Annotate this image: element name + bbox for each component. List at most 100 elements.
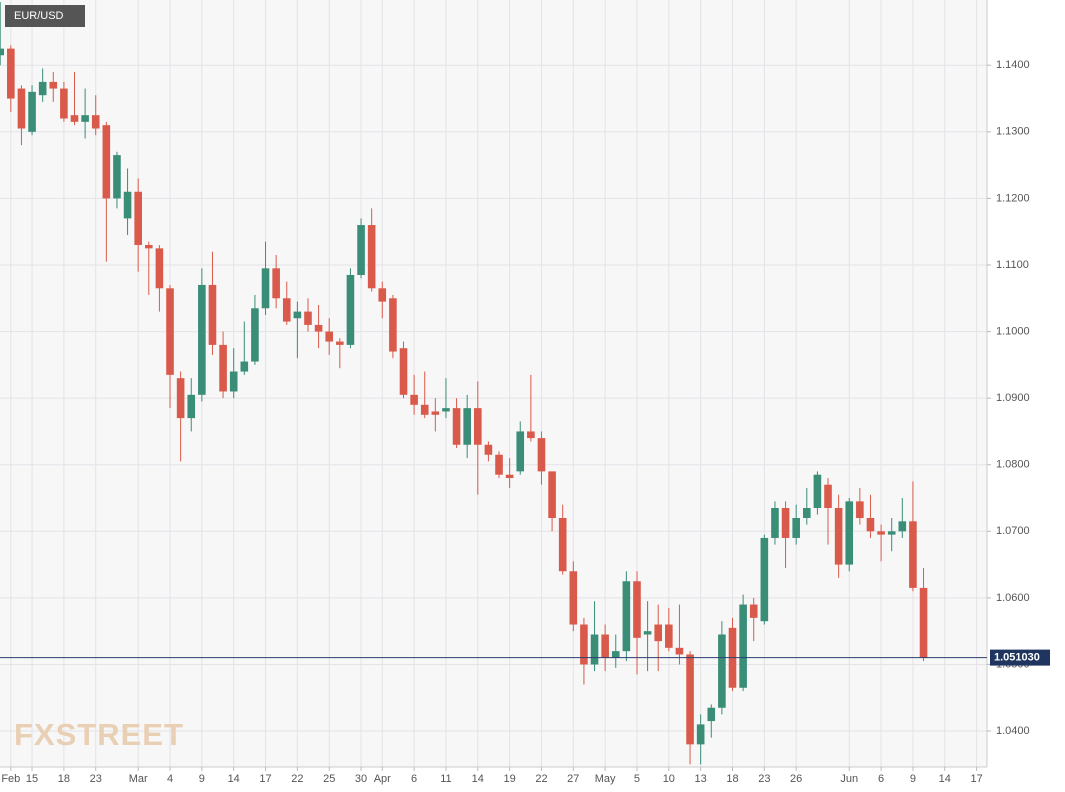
candle-body bbox=[707, 707, 716, 722]
candle-body bbox=[7, 48, 15, 99]
x-tick-label: 26 bbox=[790, 773, 802, 785]
candle-body bbox=[442, 408, 450, 412]
candle-body bbox=[91, 115, 100, 129]
candle-body bbox=[144, 245, 153, 249]
x-tick-label: 6 bbox=[878, 773, 884, 785]
candle-body bbox=[887, 531, 896, 535]
candle-body bbox=[633, 581, 641, 638]
candle-body bbox=[378, 288, 387, 302]
candle-body bbox=[198, 284, 206, 395]
candle-body bbox=[898, 521, 907, 532]
candle-body bbox=[251, 308, 259, 362]
x-tick-label: Mar bbox=[129, 773, 148, 785]
candle-body bbox=[70, 115, 79, 122]
x-tick-label: 11 bbox=[440, 773, 451, 785]
candle-body bbox=[420, 404, 429, 415]
candle-body bbox=[399, 348, 408, 395]
x-tick-label: May bbox=[595, 773, 616, 785]
candle-body bbox=[304, 311, 312, 325]
candle-body bbox=[389, 298, 397, 352]
candle-body bbox=[505, 474, 514, 479]
axes: 1.04001.05001.06001.07001.08001.09001.10… bbox=[1, 59, 1029, 785]
x-tick-label: 9 bbox=[199, 773, 205, 785]
x-tick-label: 4 bbox=[167, 773, 173, 785]
candle-body bbox=[187, 394, 196, 419]
candle-body bbox=[718, 634, 726, 708]
candle-body bbox=[516, 431, 525, 472]
x-tick-label: 6 bbox=[411, 773, 417, 785]
candle-body bbox=[813, 474, 822, 509]
candle-body bbox=[229, 371, 238, 392]
candle-body bbox=[261, 268, 270, 309]
y-tick-label: 1.0700 bbox=[996, 525, 1030, 537]
x-tick-label: 17 bbox=[259, 773, 271, 785]
candle-body bbox=[272, 268, 280, 299]
candle-body bbox=[484, 444, 493, 455]
candle-body bbox=[219, 344, 227, 392]
x-tick-label: 10 bbox=[663, 773, 675, 785]
symbol-box bbox=[5, 5, 85, 27]
candle-body bbox=[824, 484, 832, 509]
candle-body bbox=[845, 501, 854, 565]
x-tick-label: 30 bbox=[355, 773, 367, 785]
candle-body bbox=[113, 155, 121, 199]
x-tick-label: 22 bbox=[535, 773, 547, 785]
candle-body bbox=[643, 631, 652, 635]
candle-body bbox=[240, 361, 249, 372]
watermark: FXSTREET bbox=[14, 717, 184, 752]
x-tick-label: 15 bbox=[26, 773, 38, 785]
candle-body bbox=[495, 454, 503, 475]
candle-body bbox=[802, 508, 811, 518]
plot-background bbox=[0, 0, 987, 767]
candle-body bbox=[622, 581, 631, 652]
x-tick-label: 14 bbox=[228, 773, 240, 785]
candle-body bbox=[686, 654, 694, 745]
y-tick-label: 1.1200 bbox=[996, 192, 1030, 204]
candle-body bbox=[601, 634, 609, 658]
y-tick-label: 1.1400 bbox=[996, 59, 1030, 71]
candle-body bbox=[760, 537, 769, 622]
x-tick-label: 18 bbox=[726, 773, 738, 785]
candle-body bbox=[38, 81, 47, 96]
candle-body bbox=[123, 191, 132, 219]
y-tick-label: 1.0900 bbox=[996, 392, 1030, 404]
candle-body bbox=[176, 378, 185, 419]
x-tick-label: Jun bbox=[840, 773, 858, 785]
candles bbox=[0, 1, 928, 765]
current-price-label: 1.051030 bbox=[994, 652, 1040, 664]
candle-body bbox=[367, 225, 376, 289]
candle-body bbox=[81, 115, 89, 122]
x-tick-label: 14 bbox=[472, 773, 484, 785]
candle-body bbox=[696, 724, 705, 745]
candle-body bbox=[675, 647, 684, 655]
candle-body bbox=[866, 517, 875, 532]
candle-body bbox=[357, 225, 365, 275]
x-tick-label: Feb bbox=[1, 773, 20, 785]
candle-body bbox=[611, 651, 620, 658]
candle-body bbox=[102, 125, 111, 199]
candle-body bbox=[781, 508, 790, 538]
x-tick-label: 13 bbox=[695, 773, 707, 785]
candle-body bbox=[208, 284, 217, 345]
candle-body bbox=[548, 471, 556, 518]
x-tick-label: 9 bbox=[910, 773, 916, 785]
candle-body bbox=[856, 501, 864, 518]
y-tick-label: 1.0800 bbox=[996, 459, 1030, 471]
candle-body bbox=[155, 248, 164, 289]
candle-body bbox=[834, 508, 843, 565]
symbol-label: EUR/USD bbox=[14, 10, 64, 22]
x-tick-label: 19 bbox=[504, 773, 516, 785]
candle-body bbox=[325, 331, 334, 342]
candle-body bbox=[537, 438, 546, 472]
candle-body bbox=[749, 604, 758, 618]
candle-body bbox=[580, 624, 588, 665]
candle-body bbox=[665, 624, 673, 648]
x-tick-label: 23 bbox=[90, 773, 102, 785]
candle-body bbox=[452, 408, 461, 445]
candle-body bbox=[282, 298, 291, 322]
candle-body bbox=[909, 521, 917, 588]
candle-body bbox=[792, 517, 800, 538]
candle-body bbox=[877, 531, 885, 535]
candle-body bbox=[314, 324, 323, 332]
